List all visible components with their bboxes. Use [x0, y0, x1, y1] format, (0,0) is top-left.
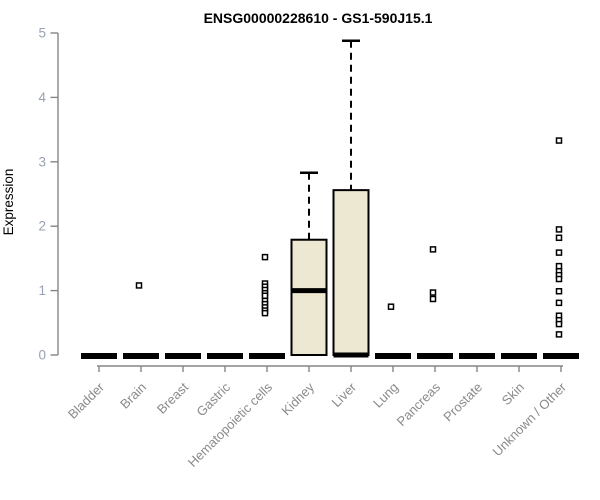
collapsed-box: [165, 353, 201, 359]
box: [332, 189, 370, 356]
collapsed-box: [123, 353, 159, 359]
outlier-point: [555, 234, 563, 242]
x-tick-label: Pancreas: [394, 379, 444, 429]
y-tick-label: 3: [38, 154, 46, 169]
x-tick-label: Kidney: [278, 379, 317, 418]
collapsed-box: [417, 353, 453, 359]
y-tick-label: 2: [38, 219, 46, 234]
collapsed-box: [207, 353, 243, 359]
collapsed-box: [249, 353, 285, 359]
x-tick-label: Bladder: [65, 379, 108, 422]
outlier-point: [135, 282, 143, 289]
outlier-point: [429, 289, 437, 296]
y-tick-label: 0: [38, 348, 46, 363]
outlier-point: [555, 249, 563, 256]
box: [290, 238, 328, 356]
collapsed-box: [501, 353, 537, 359]
outlier-point: [555, 331, 563, 338]
outlier-point: [555, 226, 563, 233]
x-tick-label: Skin: [499, 380, 527, 408]
outlier-point: [261, 253, 269, 261]
outlier-point: [429, 295, 437, 303]
outlier-point: [555, 320, 563, 328]
x-tick-label: Brain: [117, 380, 149, 412]
outlier-point: [555, 137, 563, 144]
outlier-point: [261, 309, 269, 317]
x-tick-label: Liver: [329, 379, 360, 410]
x-tick-label: Lung: [370, 380, 401, 411]
outlier-point: [555, 287, 563, 295]
collapsed-box: [543, 353, 579, 359]
outlier-point: [555, 262, 563, 270]
outlier-point: [387, 303, 395, 310]
chart-title: ENSG00000228610 - GS1-590J15.1: [204, 10, 433, 26]
outlier-point: [555, 275, 563, 283]
outlier-point: [555, 299, 563, 307]
outlier-point: [261, 292, 269, 300]
x-tick-label: Prostate: [440, 380, 485, 425]
y-tick-label: 5: [38, 26, 46, 41]
collapsed-box: [459, 353, 495, 359]
y-axis-label: Expression: [1, 169, 16, 236]
outlier-point: [429, 246, 437, 253]
collapsed-box: [81, 353, 117, 359]
y-tick-label: 4: [38, 90, 46, 105]
y-tick-label: 1: [38, 283, 46, 298]
x-tick-label: Unknown / Other: [490, 379, 570, 459]
collapsed-box: [375, 353, 411, 359]
x-tick-label: Breast: [154, 379, 191, 416]
x-tick-label: Gastric: [193, 379, 233, 419]
